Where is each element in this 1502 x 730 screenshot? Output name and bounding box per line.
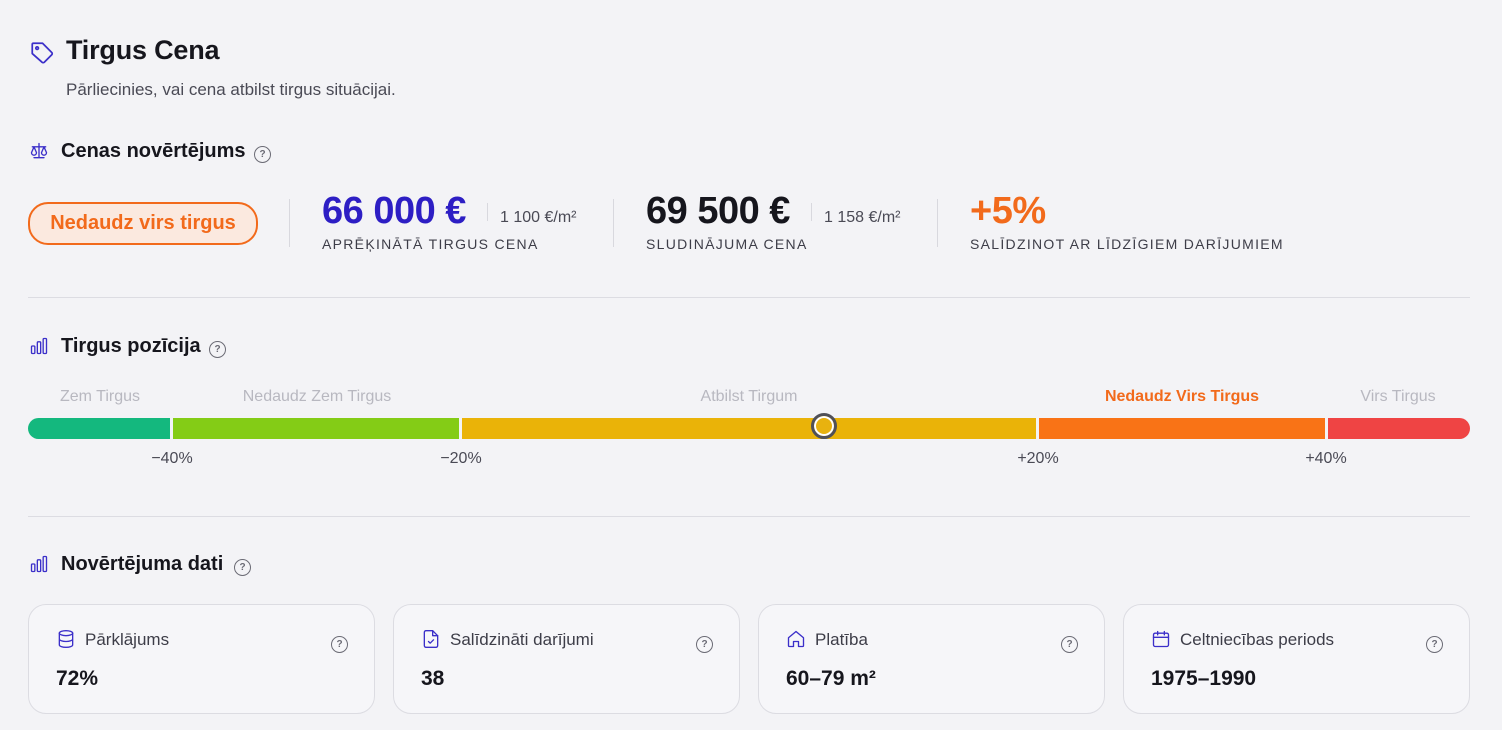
page-subtitle: Pārliecinies, vai cena atbilst tirgus si… — [66, 80, 396, 99]
position-marker — [811, 413, 837, 439]
price-tag-icon — [29, 40, 55, 66]
page-title: Tirgus Cena — [66, 35, 220, 65]
card-label: Pārklājums — [85, 630, 170, 649]
segment-nedaudz-virs — [1039, 418, 1325, 439]
tick-label: −20% — [440, 450, 482, 467]
divider — [289, 199, 290, 247]
card-value: 38 — [421, 667, 445, 690]
tick-label: +20% — [1017, 450, 1059, 467]
bar-chart-icon — [29, 554, 49, 574]
stat-card-build-period: Celtniecības periods ? 1975–1990 — [1123, 604, 1470, 714]
card-help-icon[interactable]: ? — [331, 636, 348, 653]
price-difference-label: SALĪDZINOT AR LĪDZĪGIEM DARĪJUMIEM — [970, 236, 1284, 252]
listing-price: 69 500 € — [646, 190, 790, 232]
card-label: Platība — [815, 630, 868, 649]
card-label: Celtniecības periods — [1180, 630, 1335, 649]
market-price-label: APRĒĶINĀTĀ TIRGUS CENA — [322, 236, 539, 252]
home-icon — [786, 629, 806, 649]
valuation-title: Cenas novērtējums — [61, 140, 246, 162]
card-help-icon[interactable]: ? — [696, 636, 713, 653]
scale-label-atbilst: Atbilst Tirgum — [700, 388, 798, 405]
card-value: 72% — [56, 667, 99, 690]
price-difference: +5% — [970, 190, 1046, 232]
card-help-icon[interactable]: ? — [1061, 636, 1078, 653]
card-value: 60–79 m² — [786, 667, 876, 690]
stat-card-coverage: Pārklājums ? 72% — [28, 604, 375, 714]
calendar-icon — [1151, 629, 1171, 649]
divider — [487, 203, 488, 221]
market-price-per-m2: 1 100 €/m² — [500, 209, 577, 226]
listing-price-label: SLUDINĀJUMA CENA — [646, 236, 808, 252]
scale-label-nedaudz-virs: Nedaudz Virs Tirgus — [1104, 388, 1260, 405]
stat-card-area: Platība ? 60–79 m² — [758, 604, 1105, 714]
scale-label-virs: Virs Tirgus — [1360, 388, 1436, 405]
position-title: Tirgus pozīcija — [61, 335, 201, 357]
section-divider — [28, 516, 1470, 517]
valuation-help-icon[interactable]: ? — [254, 146, 271, 163]
bar-chart-icon — [29, 336, 49, 356]
tick-label: +40% — [1305, 450, 1347, 467]
segment-nedaudz-zem — [173, 418, 459, 439]
data-section-title: Novērtējuma dati — [61, 553, 224, 575]
status-badge: Nedaudz virs tirgus — [28, 202, 258, 245]
segment-zem — [28, 418, 170, 439]
listing-price-per-m2: 1 158 €/m² — [824, 209, 901, 226]
position-help-icon[interactable]: ? — [209, 341, 226, 358]
document-check-icon — [421, 629, 441, 649]
database-icon — [56, 629, 76, 649]
scale-balance-icon — [29, 141, 49, 161]
tick-label: −40% — [151, 450, 193, 467]
divider — [613, 199, 614, 247]
card-help-icon[interactable]: ? — [1426, 636, 1443, 653]
card-label: Salīdzināti darījumi — [450, 630, 594, 649]
divider — [937, 199, 938, 247]
scale-label-nedaudz-zem: Nedaudz Zem Tirgus — [242, 388, 392, 405]
stat-card-transactions: Salīdzināti darījumi ? 38 — [393, 604, 740, 714]
divider — [811, 203, 812, 221]
market-price: 66 000 € — [322, 190, 466, 232]
data-help-icon[interactable]: ? — [234, 559, 251, 576]
section-divider — [28, 297, 1470, 298]
segment-virs — [1328, 418, 1470, 439]
segment-atbilst — [462, 418, 1036, 439]
card-value: 1975–1990 — [1151, 667, 1257, 690]
scale-label-zem: Zem Tirgus — [59, 388, 141, 405]
